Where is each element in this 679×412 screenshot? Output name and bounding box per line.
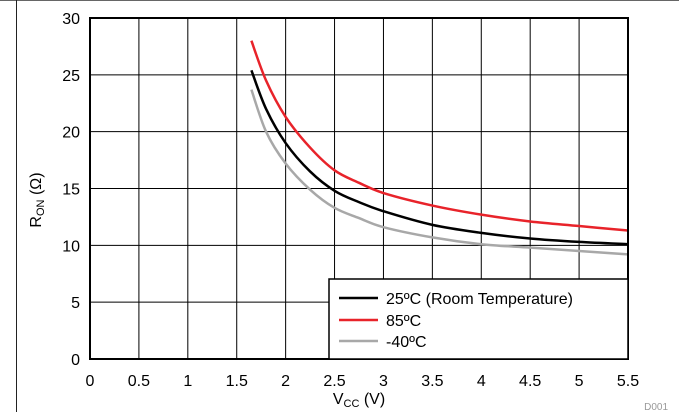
legend: 25ºC (Room Temperature) 85ºC -40ºC xyxy=(328,278,629,360)
x-tick-label: 5.5 xyxy=(617,373,639,390)
x-tick-label: 1.5 xyxy=(226,373,248,390)
y-tick-label: 30 xyxy=(62,11,80,28)
frame-top-border xyxy=(0,0,679,1)
series-line-85c xyxy=(250,40,629,232)
x-tick-label: 3.5 xyxy=(421,373,443,390)
frame-left-border xyxy=(16,0,17,412)
y-axis-label-unit: (Ω) xyxy=(28,172,45,199)
figure-id: D001 xyxy=(644,402,668,412)
y-axis-label-subscript: ON xyxy=(35,199,47,216)
legend-label-minus40c: -40ºC xyxy=(386,334,427,351)
y-tick-label: 0 xyxy=(71,352,80,369)
x-axis-label: VCC (V) xyxy=(333,391,385,410)
x-tick-label: 2 xyxy=(281,373,290,390)
x-tick-label: 4 xyxy=(477,373,486,390)
x-tick-label: 1 xyxy=(183,373,192,390)
x-tick-label: 0.5 xyxy=(128,373,150,390)
x-tick-label: 2.5 xyxy=(323,373,345,390)
y-tick-label: 20 xyxy=(62,125,80,142)
x-axis-label-unit: (V) xyxy=(359,391,385,408)
x-tick-label: 4.5 xyxy=(519,373,541,390)
x-tick-label: 5 xyxy=(575,373,584,390)
y-axis-label-main: R xyxy=(28,216,45,228)
legend-box xyxy=(328,278,629,360)
y-tick-label: 25 xyxy=(62,68,80,85)
x-axis-label-subscript: CC xyxy=(344,398,360,410)
y-axis-label: RON (Ω) xyxy=(28,172,47,227)
x-axis-label-main: V xyxy=(333,391,344,408)
series-line-minus40c xyxy=(250,89,629,256)
series-layer xyxy=(250,40,629,256)
series-line-25c xyxy=(250,69,629,246)
y-tick-label: 10 xyxy=(62,238,80,255)
legend-label-25c: 25ºC (Room Temperature) xyxy=(386,291,573,308)
x-tick-label: 3 xyxy=(379,373,388,390)
y-tick-label: 15 xyxy=(62,182,80,199)
legend-label-85c: 85ºC xyxy=(386,313,421,330)
y-tick-label: 5 xyxy=(71,295,80,312)
tick-labels: 0 0.5 1 1.5 2 2.5 3 3.5 4 4.5 5 5.5 0 5 10 15 20 25 30 xyxy=(62,11,639,390)
x-tick-label: 0 xyxy=(86,373,95,390)
